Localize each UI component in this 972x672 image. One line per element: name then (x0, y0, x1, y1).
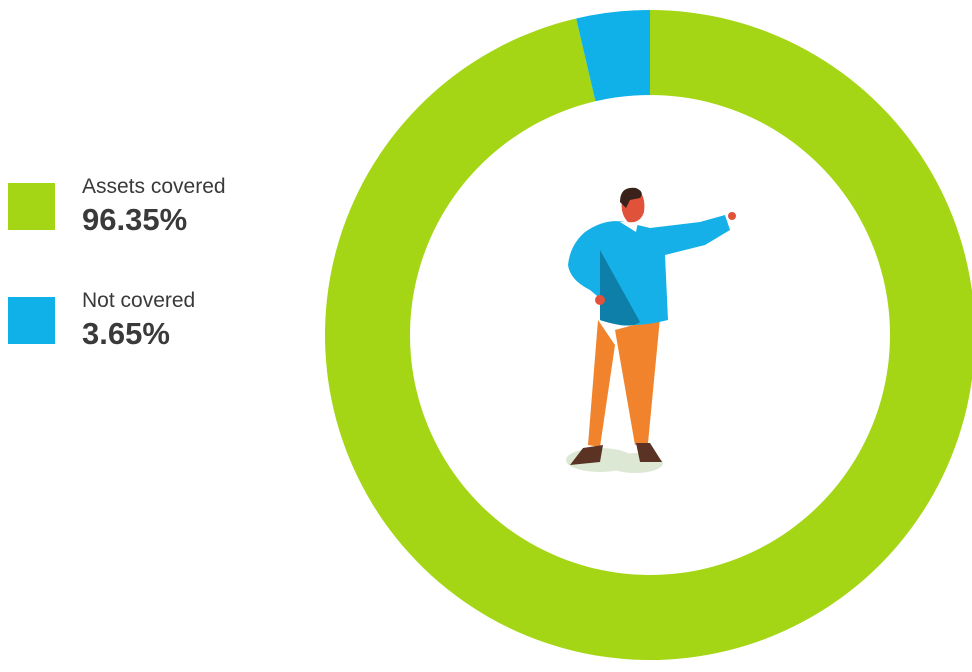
legend: Assets covered 96.35% Not covered 3.65% (8, 175, 226, 351)
legend-swatch (8, 297, 55, 344)
slice (576, 10, 650, 102)
legend-value: 3.65% (82, 316, 170, 351)
legend-swatch (8, 183, 55, 230)
illustration (566, 187, 736, 473)
donut (324, 10, 972, 660)
legend-label: Not covered (82, 289, 195, 312)
legend-label: Assets covered (82, 175, 226, 198)
legend-value: 96.35% (82, 202, 187, 237)
